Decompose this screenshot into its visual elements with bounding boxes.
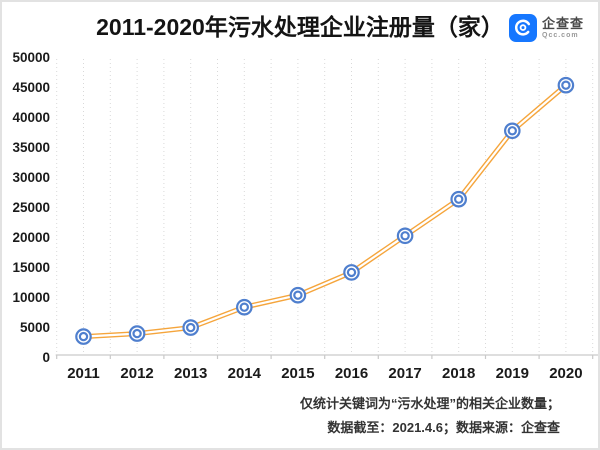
- chart-area: 0 5000 10000 15000 20000 25000 30000 35000 40000…: [2, 47, 598, 392]
- footnote-line-1: 仅统计关键词为“污水处理”的相关企业数量；: [299, 396, 560, 411]
- y-axis-label: 30000: [12, 170, 50, 185]
- x-axis-label: 2015: [281, 365, 314, 382]
- qcc-logo: 企查查 Qcc.com: [509, 14, 584, 42]
- data-marker-inner-2011: [78, 331, 89, 342]
- qcc-logo-icon: [509, 14, 537, 42]
- x-axis-label: 2020: [549, 365, 582, 382]
- footnote-line-2: 数据截至：2021.4.6；数据来源：企查查: [327, 420, 560, 435]
- y-axis-label: 0: [42, 350, 50, 365]
- page-title: 2011-2020年污水处理企业注册量（家）: [96, 14, 504, 40]
- x-axis-label: 2012: [120, 365, 153, 382]
- y-axis-label: 40000: [12, 110, 50, 125]
- data-marker-inner-2013: [185, 322, 196, 333]
- data-marker-inner-2020: [561, 80, 571, 90]
- y-axis-label: 10000: [12, 290, 50, 305]
- data-marker-inner-2015: [293, 290, 303, 300]
- y-axis-label: 25000: [12, 200, 50, 215]
- y-axis-label: 20000: [12, 230, 50, 245]
- y-axis-label: 35000: [12, 140, 50, 155]
- y-axis-label: 15000: [12, 260, 50, 275]
- x-axis-label: 2017: [388, 365, 421, 382]
- data-marker-inner-2012: [132, 328, 142, 339]
- x-axis-label: 2018: [442, 365, 475, 382]
- x-axis-label: 2016: [335, 365, 368, 382]
- x-axis-label: 2013: [174, 365, 207, 382]
- data-line-outer: [81, 82, 569, 340]
- data-line-core: [82, 84, 568, 338]
- data-marker-inner-2014: [239, 302, 249, 312]
- chart-footnote: 仅统计关键词为“污水处理”的相关企业数量； 数据截至：2021.4.6；数据来源…: [300, 392, 560, 440]
- data-marker-inner-2017: [400, 231, 410, 241]
- x-axis-label: 2019: [496, 365, 529, 382]
- qcc-logo-domain: Qcc.com: [542, 32, 579, 39]
- y-axis-label: 45000: [12, 80, 50, 95]
- y-axis-label: 50000: [12, 50, 50, 65]
- x-axis-label: 2014: [228, 365, 262, 382]
- data-marker-inner-2016: [346, 267, 357, 278]
- chart-header: 2011-2020年污水处理企业注册量（家） 企查查 Qcc.com: [2, 2, 598, 48]
- x-axis-label: 2011: [67, 365, 100, 382]
- data-marker-inner-2018: [454, 194, 464, 204]
- qcc-logo-text: 企查查 Qcc.com: [542, 17, 584, 39]
- registration-trend-line-chart: 0 5000 10000 15000 20000 25000 30000 35000 40000…: [12, 50, 598, 382]
- data-marker-inner-2019: [507, 126, 517, 136]
- magnifier-c-icon: [514, 19, 532, 36]
- qcc-logo-name: 企查查: [542, 16, 585, 31]
- y-axis-label: 5000: [20, 320, 50, 335]
